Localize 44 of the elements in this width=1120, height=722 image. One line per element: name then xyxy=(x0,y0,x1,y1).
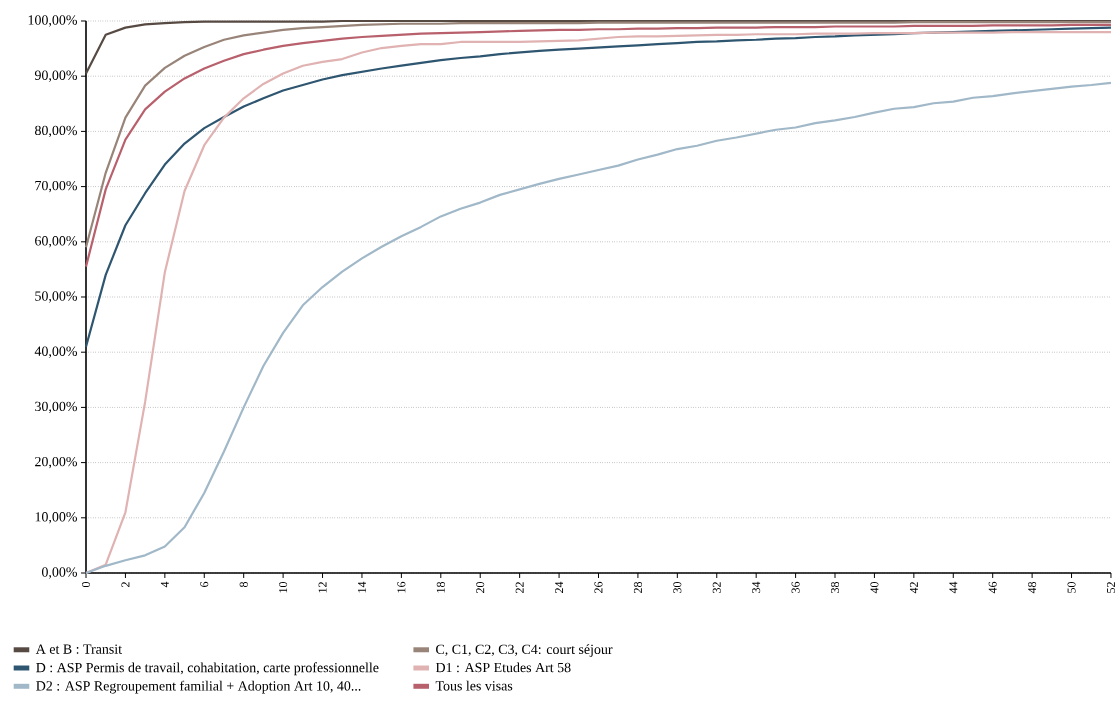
x-tick-label: 14 xyxy=(358,581,366,593)
y-tick-label: 50,00% xyxy=(35,291,77,303)
x-tick-label: 22 xyxy=(515,582,524,593)
y-tick-label: 70,00% xyxy=(35,180,77,193)
x-tick-label: 34 xyxy=(752,581,761,593)
x-tick-label: 46 xyxy=(988,581,997,594)
x-tick-label: 8 xyxy=(239,581,248,588)
y-tick-label: 100,00% xyxy=(28,15,77,27)
x-tick-label: 26 xyxy=(594,581,603,593)
y-tick-label: 40,00% xyxy=(34,346,77,358)
x-tick-label: 10 xyxy=(279,581,288,593)
x-tick-label: 0 xyxy=(81,581,91,588)
x-tick-label: 42 xyxy=(909,582,918,594)
legend-label: D1 : ASP Etudes Art 58 xyxy=(435,662,571,673)
y-tick-label: 80,00% xyxy=(35,125,77,138)
x-tick-label: 18 xyxy=(436,581,445,593)
legend-label: C, C1, C2, C3, C4: court séjour xyxy=(436,644,613,657)
x-tick-label: 28 xyxy=(633,581,642,593)
x-tick-label: 12 xyxy=(318,582,327,593)
legend-label: D2 : ASP Regroupement familial + Adoption Art 10, 40... xyxy=(36,680,361,694)
x-tick-label: 36 xyxy=(791,581,800,593)
x-tick-label: 20 xyxy=(476,581,485,593)
y-tick-label: 10,00% xyxy=(35,512,77,524)
x-tick-label: 50 xyxy=(1067,581,1076,593)
x-tick-label: 38 xyxy=(830,581,840,593)
y-tick-label: 20,00% xyxy=(35,456,77,469)
x-tick-label: 30 xyxy=(673,581,682,593)
x-tick-label: 24 xyxy=(555,581,564,593)
x-tick-label: 16 xyxy=(397,581,406,593)
x-tick-label: 2 xyxy=(121,582,130,587)
x-tick-label: 6 xyxy=(200,581,209,587)
y-tick-label: 30,00% xyxy=(35,401,77,414)
x-tick-label: 4 xyxy=(160,581,169,588)
legend-label: Tous les visas xyxy=(435,680,513,691)
y-tick-label: 0,00% xyxy=(41,567,77,579)
x-tick-label: 48 xyxy=(1028,581,1037,594)
y-tick-label: 60,00% xyxy=(35,236,77,248)
x-tick-label: 52 xyxy=(1106,582,1115,593)
x-tick-label: 32 xyxy=(712,582,721,593)
y-tick-label: 90,00% xyxy=(34,70,77,82)
x-tick-label: 40 xyxy=(870,581,879,594)
x-tick-label: 44 xyxy=(949,581,958,594)
legend-label: D : ASP Permis de travail, cohabitation, carte professionnelle xyxy=(36,662,379,676)
legend-label: A et B : Transit xyxy=(35,644,122,654)
